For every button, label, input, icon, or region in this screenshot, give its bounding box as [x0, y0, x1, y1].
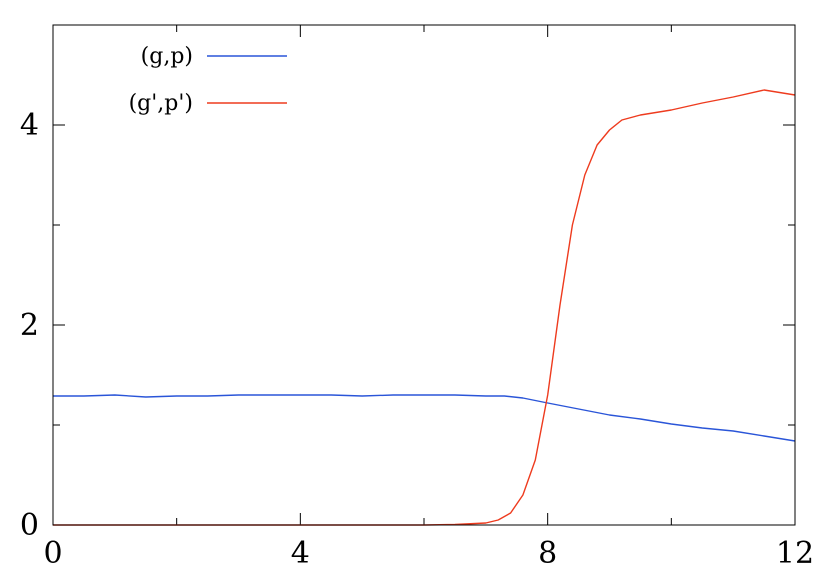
- x-tick-label: 4: [291, 536, 310, 571]
- legend-label: (g,p): [141, 44, 193, 69]
- series-line-1: [53, 394, 796, 442]
- series-line-2: [53, 89, 796, 526]
- x-tick-label: 12: [776, 536, 814, 571]
- legend: (g,p) (g',p'): [129, 44, 287, 116]
- legend-label: (g',p'): [129, 91, 193, 116]
- x-tick-label: 8: [538, 536, 557, 571]
- y-tick-label: 0: [20, 508, 39, 543]
- plot-frame: [52, 24, 796, 526]
- series-layer: [53, 89, 796, 526]
- y-tick-label: 2: [20, 308, 39, 343]
- x-tick-label: 0: [43, 536, 62, 571]
- y-tick-label: 4: [20, 108, 39, 143]
